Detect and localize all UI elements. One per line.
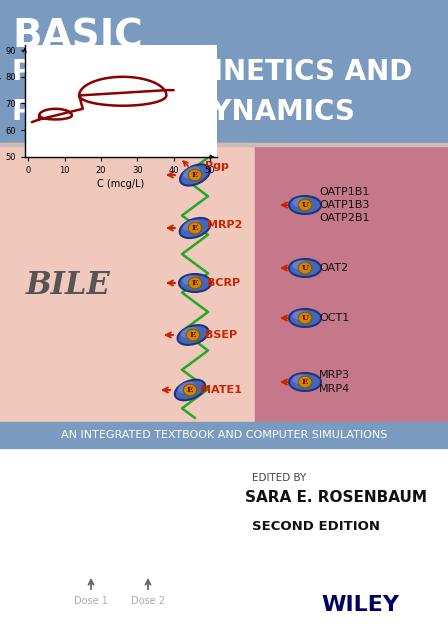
Text: BCRP: BCRP <box>207 278 240 288</box>
Text: OCT1: OCT1 <box>319 313 349 323</box>
Ellipse shape <box>289 259 321 277</box>
Text: OATP1B3: OATP1B3 <box>319 200 369 210</box>
Text: E: E <box>192 279 198 287</box>
Ellipse shape <box>178 381 194 393</box>
Text: MRP3: MRP3 <box>319 371 350 381</box>
Text: OAT2: OAT2 <box>319 263 348 273</box>
Ellipse shape <box>179 274 211 292</box>
Text: AN INTEGRATED TEXTBOOK AND COMPUTER SIMULATIONS: AN INTEGRATED TEXTBOOK AND COMPUTER SIMU… <box>61 430 387 440</box>
Ellipse shape <box>298 376 312 388</box>
Text: EDITED BY: EDITED BY <box>252 473 306 483</box>
Ellipse shape <box>289 196 321 214</box>
Text: U: U <box>302 314 309 322</box>
Text: PHARMACOKINETICS AND: PHARMACOKINETICS AND <box>12 58 412 86</box>
Text: MATE1: MATE1 <box>200 385 242 395</box>
Text: E: E <box>192 224 198 232</box>
Bar <box>0 143 255 422</box>
Ellipse shape <box>183 384 197 396</box>
Text: BILE: BILE <box>26 269 110 301</box>
Text: MRP4: MRP4 <box>319 383 350 394</box>
Text: Dose 1: Dose 1 <box>74 596 108 606</box>
Y-axis label: Heart Rate (bpm): Heart Rate (bpm) <box>0 61 2 140</box>
Bar <box>0 0 448 143</box>
Ellipse shape <box>188 222 202 234</box>
Ellipse shape <box>182 275 200 285</box>
Ellipse shape <box>298 312 312 324</box>
Ellipse shape <box>293 310 310 320</box>
Ellipse shape <box>180 164 210 186</box>
Text: PHARMACODYNAMICS: PHARMACODYNAMICS <box>12 98 356 126</box>
Ellipse shape <box>293 374 310 384</box>
Text: SECOND EDITION: SECOND EDITION <box>252 520 380 533</box>
Ellipse shape <box>186 329 200 341</box>
Ellipse shape <box>188 169 202 181</box>
Ellipse shape <box>289 309 321 327</box>
Ellipse shape <box>298 262 312 274</box>
Text: SARA E. ROSENBAUM: SARA E. ROSENBAUM <box>245 490 427 505</box>
Ellipse shape <box>180 218 211 238</box>
Text: E: E <box>190 331 196 339</box>
Bar <box>0 143 448 146</box>
Text: U: U <box>302 264 309 272</box>
Bar <box>255 143 448 422</box>
Text: MRP2: MRP2 <box>207 220 242 230</box>
Text: WILEY: WILEY <box>321 595 399 615</box>
Ellipse shape <box>298 199 312 211</box>
Text: BSEP: BSEP <box>205 330 237 340</box>
Text: OATP1B1: OATP1B1 <box>319 187 369 197</box>
Ellipse shape <box>177 325 208 345</box>
Text: U: U <box>302 201 309 209</box>
Ellipse shape <box>188 277 202 289</box>
Ellipse shape <box>293 260 310 270</box>
Text: BASIC: BASIC <box>12 18 143 56</box>
X-axis label: C (mcg/L): C (mcg/L) <box>97 179 145 189</box>
Bar <box>0 422 448 448</box>
Text: E: E <box>302 378 308 386</box>
Ellipse shape <box>293 197 310 207</box>
Ellipse shape <box>181 327 198 338</box>
Text: Dose 2: Dose 2 <box>131 596 165 606</box>
Ellipse shape <box>175 380 205 400</box>
Ellipse shape <box>183 166 199 178</box>
Text: Pgp: Pgp <box>205 161 229 171</box>
Ellipse shape <box>289 373 321 391</box>
Ellipse shape <box>183 220 200 231</box>
Text: OATP2B1: OATP2B1 <box>319 213 370 223</box>
Text: E: E <box>192 171 198 179</box>
Text: E: E <box>187 386 193 394</box>
Bar <box>0 448 448 640</box>
